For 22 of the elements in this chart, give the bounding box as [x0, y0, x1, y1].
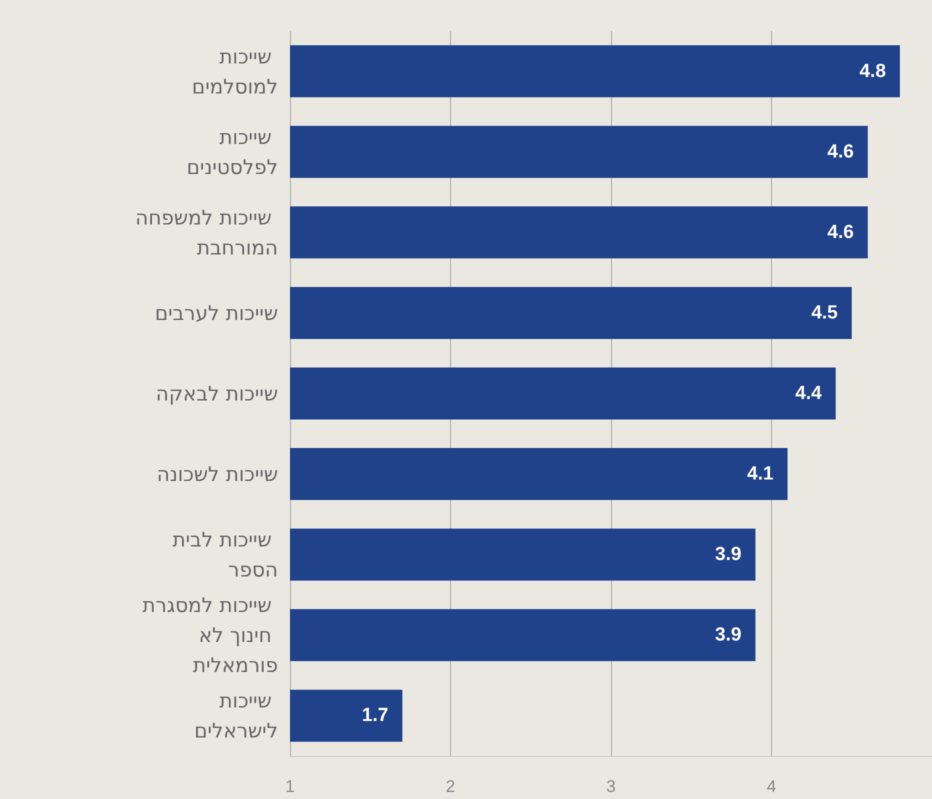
- y-tick-label: שייכות למוסלמים: [192, 44, 278, 98]
- y-tick-label: שייכות למסגרת חינוך לא פורמאלית: [142, 593, 278, 678]
- data-label: 3.9: [715, 624, 742, 646]
- y-tick-label: שייכות לשכונה: [156, 462, 278, 486]
- y-tick-label: שייכות לבאקה: [156, 382, 278, 406]
- data-label: 4.4: [795, 383, 822, 404]
- data-label: 3.9: [715, 544, 742, 566]
- y-tick-label: שייכות לבית הספר: [172, 528, 278, 582]
- data-label: 4.6: [827, 141, 854, 162]
- y-tick-label: שייכות למשפחה המורחבת: [135, 205, 278, 260]
- y-tick-label: שייכות לערבים: [154, 300, 278, 325]
- y-tick-label: שייכות לישראלים: [194, 688, 278, 743]
- data-label: 4.6: [827, 222, 854, 243]
- data-label: 4.1: [747, 464, 774, 485]
- data-label: 4.5: [811, 302, 838, 324]
- y-tick-label: שייכות לפלסטינים: [186, 124, 278, 179]
- data-label: 4.8: [859, 60, 886, 82]
- x-tick-label: 2: [446, 777, 456, 796]
- data-label: 1.7: [362, 705, 388, 726]
- x-tick-label: 3: [606, 777, 616, 796]
- x-tick-label: 4: [766, 777, 776, 796]
- x-tick-label: 1: [285, 777, 295, 796]
